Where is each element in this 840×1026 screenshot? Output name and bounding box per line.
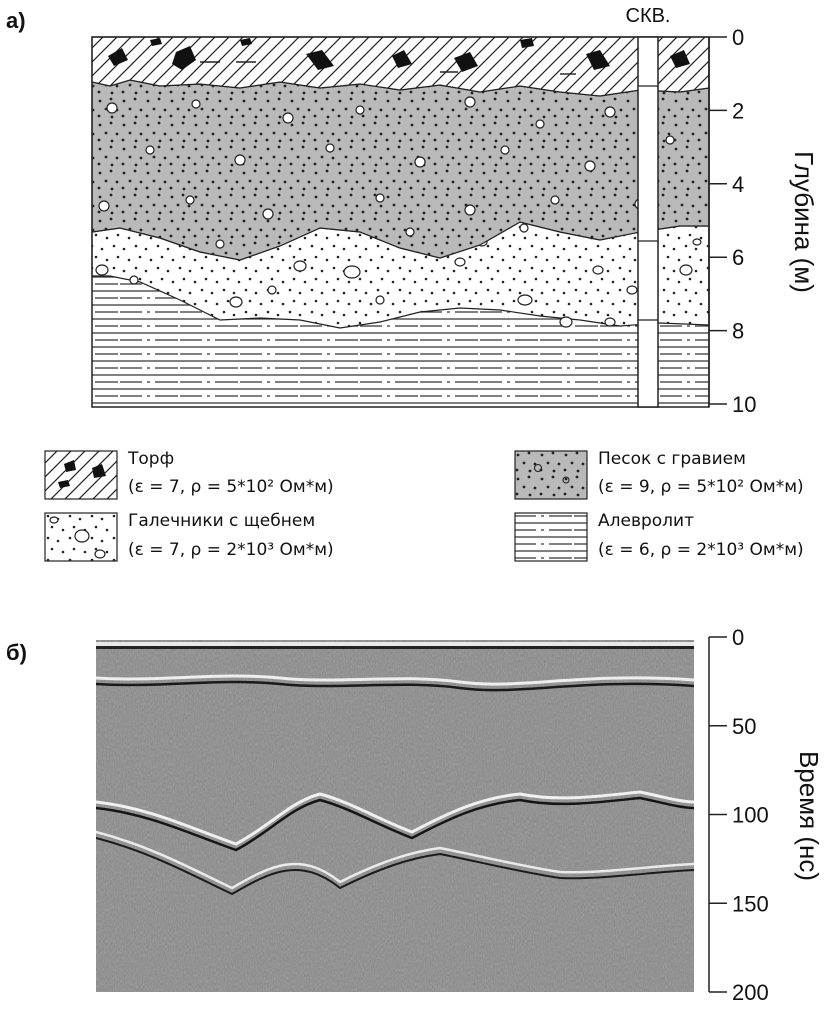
panel-b-label: б) [6, 640, 27, 665]
time-tick-label: 0 [732, 625, 744, 650]
radargram-panel: 0 50 100 150 200 Время (нс) [96, 625, 824, 1005]
time-tick-label: 200 [732, 980, 769, 1005]
legend-sand-params: (ε = 9, ρ = 5*10² Ом*м) [598, 477, 804, 497]
legend-swatch-siltstone [514, 512, 588, 562]
sand-gravel-layer [91, 79, 710, 261]
legend-siltstone-name: Алевролит [598, 511, 694, 531]
time-tick-label: 100 [732, 803, 769, 828]
depth-tick-label: 2 [732, 98, 744, 123]
legend-swatch-sand [514, 450, 588, 500]
legend-pebbles-name: Галечники с щебнем [128, 511, 316, 531]
time-axis-ticks: 0 50 100 150 200 [709, 625, 769, 1005]
peat-fragments [108, 38, 690, 72]
depth-tick-label: 10 [732, 392, 756, 417]
depth-tick-label: 8 [732, 319, 744, 344]
time-axis-title: Время (нс) [794, 751, 824, 881]
legend-swatch-pebbles [44, 512, 118, 562]
borehole-label: СКВ. [626, 5, 671, 27]
direct-wave-band [96, 634, 694, 640]
legend-pebbles-params: (ε = 7, ρ = 2*10³ Ом*м) [128, 540, 334, 560]
legend-siltstone-params: (ε = 6, ρ = 2*10³ Ом*м) [598, 540, 804, 560]
depth-tick-label: 0 [732, 25, 744, 50]
radargram-noise [96, 640, 694, 992]
legend-swatch-peat [44, 450, 118, 500]
panel-a-label: а) [6, 8, 26, 33]
pebble-clasts [95, 223, 702, 328]
depth-axis-ticks: 0 2 4 6 8 10 [709, 25, 756, 417]
depth-tick-label: 6 [732, 245, 744, 270]
depth-tick-label: 4 [732, 172, 744, 197]
gravel-clasts [98, 96, 675, 249]
geologic-section: СКВ. 0 2 4 6 8 10 Глубина (м) [91, 5, 819, 417]
legend-peat-name: Торф [128, 449, 175, 469]
time-tick-label: 150 [732, 891, 769, 916]
borehole-column [637, 36, 659, 408]
time-tick-label: 50 [732, 714, 756, 739]
reflection-events [96, 674, 694, 896]
peat-dashes [200, 61, 576, 75]
depth-axis-title: Глубина (м) [789, 151, 819, 293]
legend-peat-params: (ε = 7, ρ = 5*10² Ом*м) [128, 477, 334, 497]
legend-sand-name: Песок с гравием [598, 449, 746, 469]
